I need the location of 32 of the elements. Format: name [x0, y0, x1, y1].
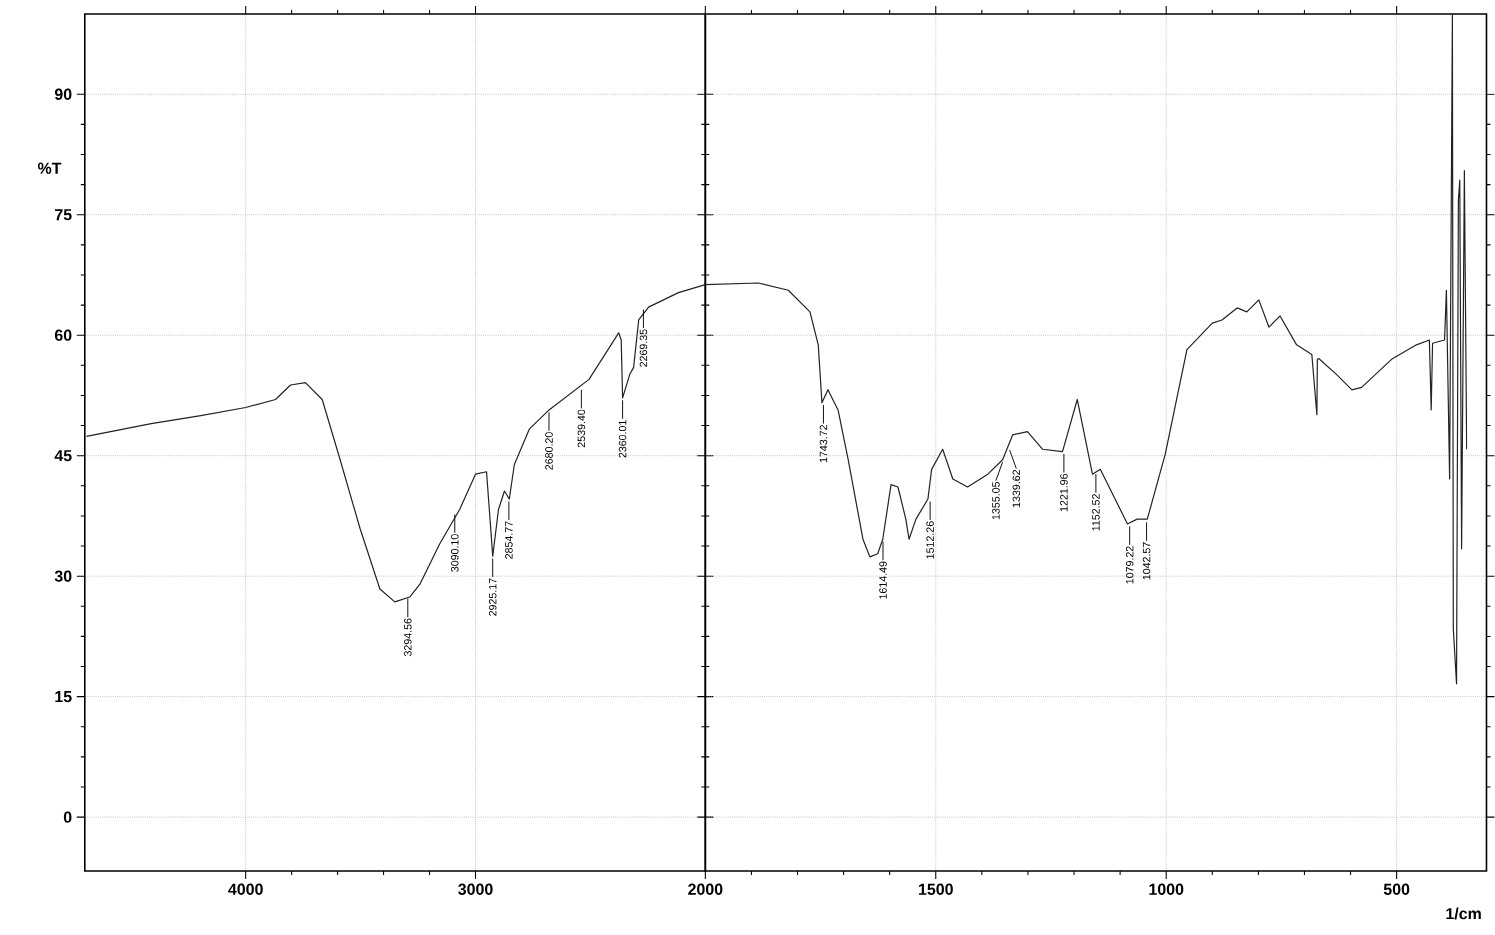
annotation: 1042.57 [1142, 542, 1151, 580]
annotation: 3294.56 [404, 618, 412, 657]
annotation: 1355.05 [992, 482, 1000, 520]
annotation: 2925.17 [488, 578, 497, 616]
y-tick-label: 15 [55, 691, 72, 703]
annotation: 1152.52 [1092, 494, 1100, 531]
annotation: 1614.49 [879, 561, 887, 599]
annotation: 1079.22 [1125, 546, 1134, 584]
y-tick-label: 0 [63, 811, 72, 823]
y-tick-label: 60 [54, 329, 72, 341]
x-tick-label: 4000 [228, 883, 263, 896]
annotation: 2360.01 [618, 420, 627, 458]
annotation: 2539.40 [577, 409, 586, 448]
annotation: 2854.77 [505, 521, 513, 559]
x-tick-label: 2000 [688, 883, 723, 896]
x-axis-title: 1/cm [1446, 907, 1481, 920]
annotation: 1221.96 [1060, 474, 1068, 512]
annotation: 2269.35 [639, 329, 648, 367]
y-tick-label: 75 [55, 209, 72, 221]
y-axis-title: %T [37, 162, 62, 174]
y-tick-label: 30 [54, 570, 72, 582]
annotation: 1743.72 [819, 425, 828, 463]
annotation: 1512.26 [926, 521, 934, 559]
y-tick-label: 90 [54, 88, 72, 101]
annotation: 2680.20 [545, 432, 553, 470]
annotation: 3090.10 [451, 534, 459, 572]
x-tick-label: 1000 [1149, 883, 1184, 896]
x-tick-label: 1500 [919, 883, 953, 896]
annotation: 1339.62 [1012, 470, 1021, 508]
x-tick-label: 500 [1383, 883, 1410, 896]
y-tick-label: 45 [54, 450, 72, 462]
x-tick-label: 3000 [458, 883, 493, 896]
